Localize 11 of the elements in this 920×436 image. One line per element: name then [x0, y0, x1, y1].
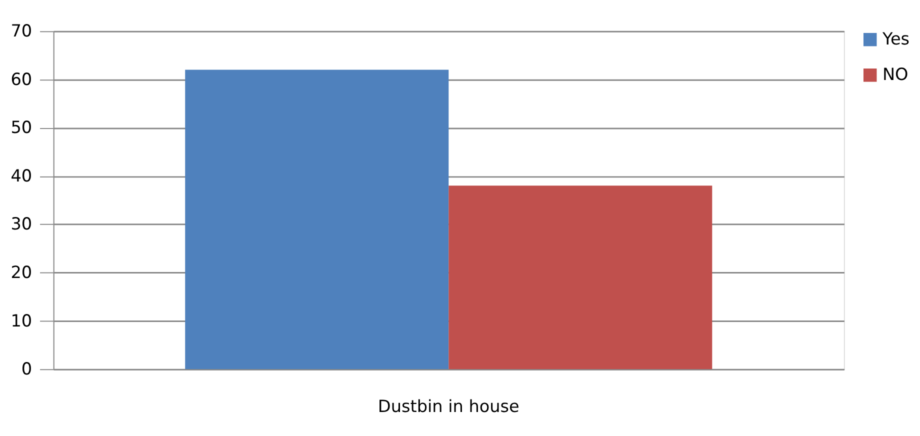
y-tick-label: 20	[10, 262, 32, 282]
y-tick-label: 70	[10, 20, 32, 41]
y-tick-label: 0	[21, 358, 32, 379]
y-tick-label: 40	[10, 165, 32, 186]
y-tick-label: 50	[10, 117, 32, 138]
legend-label: Yes	[881, 28, 910, 49]
x-tick-label: Dustbin in house	[378, 396, 520, 416]
y-tick-label: 60	[10, 68, 32, 89]
legend-label: NO	[882, 64, 908, 84]
y-tick-label: 30	[10, 214, 32, 234]
y-tick-label: 10	[10, 310, 32, 330]
